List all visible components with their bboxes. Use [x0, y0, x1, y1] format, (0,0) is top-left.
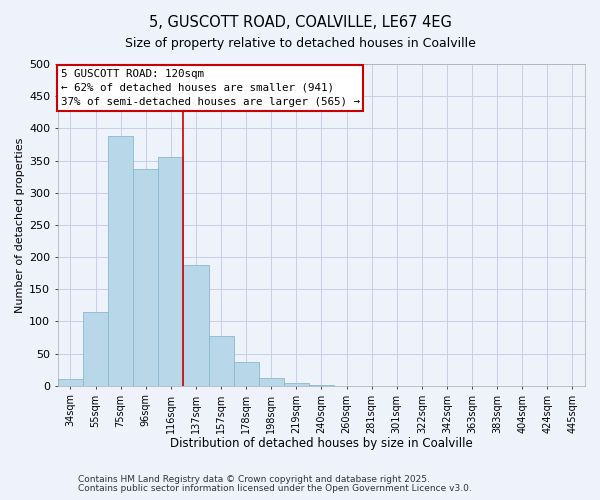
- X-axis label: Distribution of detached houses by size in Coalville: Distribution of detached houses by size …: [170, 437, 473, 450]
- Text: Contains HM Land Registry data © Crown copyright and database right 2025.: Contains HM Land Registry data © Crown c…: [78, 476, 430, 484]
- Y-axis label: Number of detached properties: Number of detached properties: [15, 137, 25, 312]
- Bar: [259, 378, 284, 386]
- Bar: [309, 384, 334, 386]
- Text: 5, GUSCOTT ROAD, COALVILLE, LE67 4EG: 5, GUSCOTT ROAD, COALVILLE, LE67 4EG: [149, 15, 451, 30]
- Text: Size of property relative to detached houses in Coalville: Size of property relative to detached ho…: [125, 38, 475, 51]
- Text: 5 GUSCOTT ROAD: 120sqm
← 62% of detached houses are smaller (941)
37% of semi-de: 5 GUSCOTT ROAD: 120sqm ← 62% of detached…: [61, 69, 359, 107]
- Bar: [83, 312, 108, 386]
- Bar: [133, 169, 158, 386]
- Bar: [58, 380, 83, 386]
- Bar: [108, 136, 133, 386]
- Bar: [184, 265, 209, 386]
- Text: Contains public sector information licensed under the Open Government Licence v3: Contains public sector information licen…: [78, 484, 472, 493]
- Bar: [284, 382, 309, 386]
- Bar: [209, 336, 233, 386]
- Bar: [158, 158, 184, 386]
- Bar: [233, 362, 259, 386]
